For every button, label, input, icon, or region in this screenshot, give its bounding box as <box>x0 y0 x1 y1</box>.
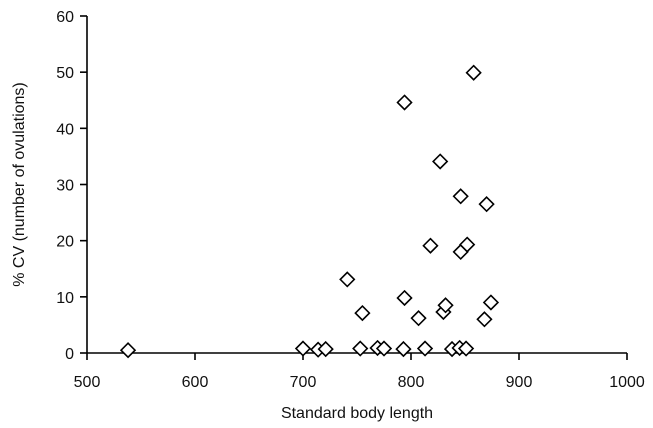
tick-marks <box>80 15 628 360</box>
data-point <box>339 271 356 288</box>
data-point <box>416 340 434 357</box>
data-point <box>482 294 500 311</box>
data-point <box>410 310 427 327</box>
data-point <box>432 153 449 170</box>
data-point <box>465 64 482 81</box>
data-point <box>478 196 495 213</box>
data-point <box>422 237 439 254</box>
data-point <box>476 311 493 328</box>
y-axis-title: % CV (number of ovulations) <box>11 82 28 287</box>
data-point <box>459 236 476 253</box>
data-point <box>354 304 371 322</box>
data-point <box>119 342 137 359</box>
x-tick-label: 1000 <box>609 374 645 391</box>
tick-labels: 500 600 700 800 900 1000 0 10 20 30 40 50 60 <box>56 9 645 391</box>
axes <box>86 16 627 354</box>
data-point <box>294 340 312 357</box>
y-tick-label: 10 <box>56 290 74 307</box>
data-point <box>396 289 413 307</box>
data-point <box>317 340 334 358</box>
data-point <box>452 188 469 205</box>
y-tick-label: 50 <box>56 65 74 82</box>
data-point <box>457 340 475 357</box>
data-points <box>119 64 500 359</box>
x-tick-label: 700 <box>290 374 317 391</box>
y-tick-label: 30 <box>56 178 74 195</box>
data-point <box>437 297 454 314</box>
data-point <box>396 94 413 111</box>
x-tick-label: 900 <box>506 374 533 391</box>
x-tick-label: 500 <box>74 374 101 391</box>
x-tick-label: 800 <box>398 374 425 391</box>
y-tick-label: 20 <box>56 234 74 251</box>
data-point <box>395 340 412 358</box>
y-tick-label: 40 <box>56 121 74 138</box>
x-tick-label: 600 <box>182 374 209 391</box>
y-tick-label: 0 <box>65 346 74 363</box>
x-axis-title: Standard body length <box>281 405 433 422</box>
data-point <box>375 340 393 357</box>
y-tick-label: 60 <box>56 9 74 26</box>
data-point <box>352 340 369 357</box>
